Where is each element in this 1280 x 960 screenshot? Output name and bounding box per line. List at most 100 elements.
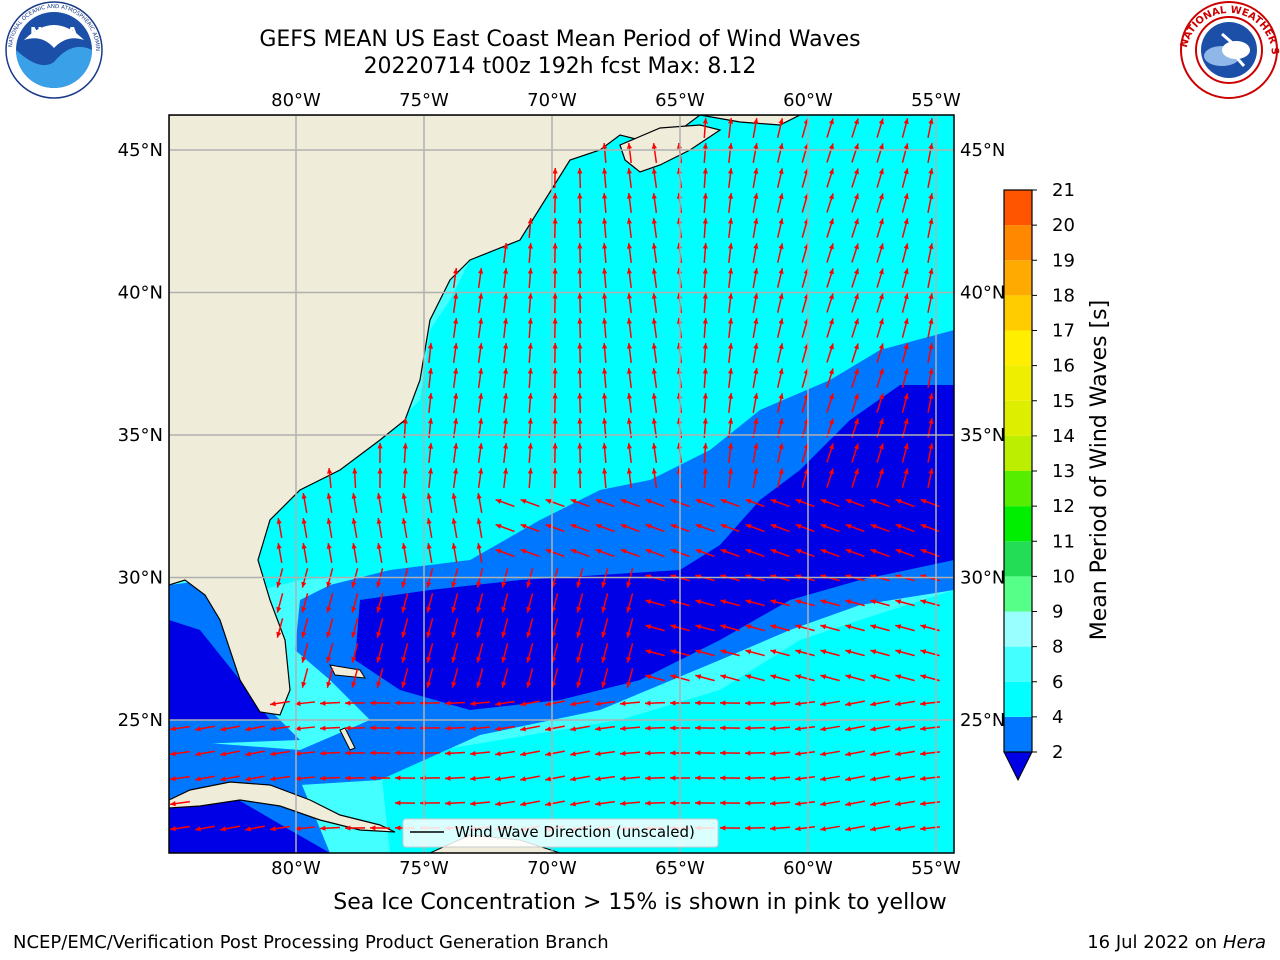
wave-arrow-head — [520, 726, 526, 732]
wave-arrow-head — [270, 751, 276, 757]
wave-arrow-head — [626, 606, 632, 613]
lat-tick-right: 45°N — [960, 140, 1005, 161]
wave-arrow-head — [878, 468, 884, 475]
wave-arrow-head — [753, 393, 759, 399]
wave-arrow-head — [878, 143, 884, 150]
wave-arrow-head — [577, 468, 583, 474]
wave-arrow-head — [376, 581, 382, 588]
wave-arrow-head — [895, 674, 902, 680]
wave-arrow-head — [626, 468, 633, 474]
wave-arrow-head — [170, 826, 176, 832]
wave-arrow-head — [376, 493, 382, 499]
wave-arrow-head — [778, 343, 784, 350]
wave-arrow-head — [853, 293, 859, 300]
wave-arrow-head — [920, 649, 927, 655]
wave-arrow-head — [753, 368, 759, 374]
wave-arrow-head — [502, 443, 509, 449]
wave-arrow-head — [276, 518, 282, 524]
wave-arrow-head — [745, 498, 752, 504]
wave-arrow-head — [795, 548, 802, 554]
wave-arrow-head — [870, 523, 877, 529]
wave-arrow-head — [453, 268, 459, 274]
wave-arrow-head — [920, 498, 927, 504]
wave-arrow-head — [903, 293, 909, 300]
wave-arrow-head — [270, 701, 276, 707]
wave-arrow-head — [326, 631, 332, 638]
wave-arrow-head — [895, 751, 901, 757]
wave-arrow-head — [370, 775, 376, 781]
wave-arrow-head — [301, 656, 307, 663]
wave-arrow-head — [820, 776, 826, 782]
wave-arrow-head — [478, 468, 484, 474]
wave-arrow-head — [895, 649, 902, 655]
wave-arrow-head — [495, 801, 501, 807]
wave-arrow-head — [745, 800, 751, 806]
wave-arrow-head — [795, 674, 802, 680]
wave-arrow-head — [326, 543, 332, 549]
wave-arrow-head — [702, 318, 708, 324]
wave-arrow-head — [626, 243, 633, 249]
colorbar-tick-label: 9 — [1052, 602, 1063, 623]
wave-arrow-head — [620, 750, 626, 756]
wave-arrow-head — [326, 656, 332, 663]
wave-arrow-head — [301, 581, 307, 588]
wave-arrow-head — [928, 368, 934, 375]
wave-arrow-head — [778, 418, 784, 425]
wave-arrow-head — [545, 701, 551, 707]
wave-arrow-head — [920, 523, 927, 529]
wave-arrow-head — [795, 750, 801, 757]
wave-arrow-head — [895, 548, 902, 554]
wave-arrow-head — [495, 523, 502, 529]
wave-arrow-head — [577, 418, 583, 424]
wave-arrow-head — [502, 393, 509, 399]
wave-arrow-head — [645, 800, 651, 806]
wave-arrow-head — [451, 606, 457, 613]
wave-arrow-head — [845, 523, 852, 529]
wave-arrow-head — [220, 776, 226, 782]
wave-arrow-head — [545, 776, 551, 782]
wave-arrow-head — [795, 523, 802, 529]
wave-arrow-head — [570, 498, 577, 504]
wave-arrow-head — [727, 418, 734, 424]
wave-arrow-head — [476, 631, 482, 638]
wave-arrow-head — [727, 168, 734, 174]
wave-arrow-head — [770, 700, 776, 706]
wave-arrow-head — [651, 368, 657, 374]
wave-arrow-head — [920, 548, 927, 554]
wave-arrow-head — [577, 243, 583, 249]
wave-arrow-head — [645, 649, 652, 655]
colorbar-tick-label: 17 — [1052, 321, 1075, 342]
colorbar-tick-label: 11 — [1052, 531, 1075, 552]
map-legend: Wind Wave Direction (unscaled) — [402, 818, 719, 848]
wave-arrow-head — [401, 543, 407, 549]
wave-arrow-head — [878, 418, 884, 425]
graticule — [169, 115, 954, 853]
wave-arrow-head — [895, 726, 901, 732]
wave-arrow-head — [720, 624, 727, 630]
wave-arrow-head — [445, 800, 451, 806]
wave-arrow-head — [903, 418, 909, 425]
wave-arrow-head — [795, 775, 801, 782]
wave-arrow-head — [527, 418, 533, 424]
wave-arrow-head — [645, 750, 651, 756]
colorbar-segment — [1004, 541, 1032, 577]
wave-arrow-head — [626, 581, 632, 588]
wave-arrow-head — [577, 443, 583, 449]
lat-tick-right: 30°N — [960, 568, 1005, 589]
wave-arrow-head — [245, 826, 251, 832]
wave-arrow-head — [445, 700, 451, 706]
wave-arrow-head — [845, 826, 851, 832]
wave-arrow-head — [245, 751, 251, 757]
wave-arrow-head — [828, 393, 834, 400]
lon-tick-top: 65°W — [655, 90, 705, 111]
wave-arrow-head — [577, 368, 583, 374]
wave-arrow-head — [903, 393, 909, 400]
wave-arrow-head — [853, 118, 859, 125]
wave-arrow-head — [853, 418, 859, 425]
footer-host: Hera — [1222, 932, 1266, 953]
lat-tick-left: 25°N — [118, 710, 163, 731]
wave-arrow-head — [577, 318, 583, 324]
wave-arrow-head — [928, 418, 934, 425]
wave-arrow-head — [727, 118, 734, 124]
wave-arrow-head — [753, 143, 759, 149]
